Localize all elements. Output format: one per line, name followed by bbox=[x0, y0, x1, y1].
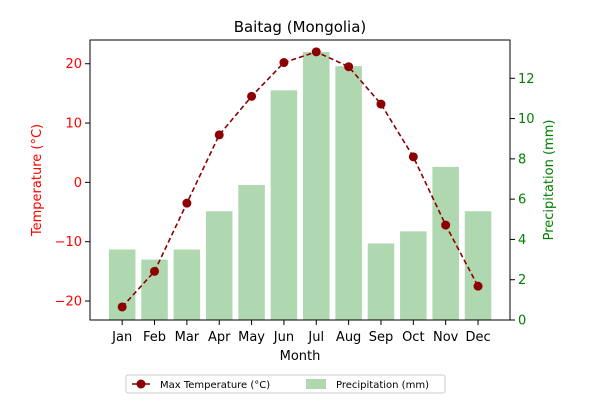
right-tick-label: 8 bbox=[518, 152, 526, 167]
x-tick-label-aug: Aug bbox=[336, 330, 361, 345]
x-tick-label-jan: Jan bbox=[111, 330, 132, 345]
temperature-point-jan bbox=[117, 302, 127, 312]
x-tick-label-dec: Dec bbox=[465, 330, 490, 345]
temperature-point-nov bbox=[441, 220, 451, 230]
right-axis-label: Precipitation (mm) bbox=[542, 120, 557, 241]
temperature-line-layer bbox=[117, 47, 483, 312]
left-tick-label: 0 bbox=[74, 176, 82, 191]
precip-bar-sep bbox=[367, 243, 395, 320]
x-tick-label-oct: Oct bbox=[402, 330, 424, 345]
precip-bar-oct bbox=[400, 231, 427, 320]
x-tick-label-apr: Apr bbox=[208, 330, 231, 345]
precip-bar-jul bbox=[303, 52, 330, 320]
precip-bar-mar bbox=[173, 249, 201, 320]
x-tick-label-feb: Feb bbox=[143, 330, 166, 345]
temperature-point-feb bbox=[150, 266, 160, 276]
legend-bar-label: Precipitation (mm) bbox=[336, 380, 429, 391]
temperature-point-oct bbox=[408, 152, 418, 162]
x-tick-label-may: May bbox=[238, 330, 265, 345]
right-tick-label: 10 bbox=[518, 112, 535, 127]
precip-bars bbox=[108, 52, 492, 321]
x-tick-label-mar: Mar bbox=[175, 330, 200, 345]
temperature-point-dec bbox=[473, 281, 483, 291]
x-tick-label-jun: Jun bbox=[273, 330, 294, 345]
x-tick-label-nov: Nov bbox=[433, 330, 459, 345]
x-axis-label: Month bbox=[280, 349, 321, 364]
x-axis: Jan Feb Mar Apr May Jun Jul Aug Sep Oct Nov Dec bbox=[111, 320, 491, 345]
temperature-point-jul bbox=[311, 47, 321, 57]
temperature-point-sep bbox=[376, 99, 386, 109]
legend-line-marker bbox=[136, 379, 146, 389]
right-axis: 0 2 4 6 8 10 12 bbox=[510, 72, 535, 329]
precip-bar-dec bbox=[464, 211, 492, 320]
right-tick-label: 6 bbox=[518, 193, 526, 208]
plot-frame bbox=[89, 39, 511, 321]
precip-bar-apr bbox=[205, 211, 233, 320]
legend-bar-swatch bbox=[306, 379, 326, 389]
legend-box bbox=[125, 374, 446, 394]
right-tick-label: 4 bbox=[518, 233, 526, 248]
left-tick-label: 20 bbox=[65, 57, 82, 72]
temperature-line bbox=[121, 51, 479, 308]
left-tick-label: 10 bbox=[65, 117, 82, 132]
left-tick-label: −20 bbox=[55, 295, 82, 310]
temperature-point-jun bbox=[279, 58, 289, 68]
right-tick-label: 12 bbox=[518, 72, 535, 87]
temperature-point-mar bbox=[182, 198, 192, 208]
temperature-point-may bbox=[247, 91, 257, 101]
right-tick-label: 2 bbox=[518, 273, 526, 288]
chart-title: Baitag (Mongolia) bbox=[234, 18, 367, 36]
precip-bar-may bbox=[238, 185, 265, 320]
right-tick-label: 0 bbox=[518, 314, 526, 329]
temperature-point-apr bbox=[214, 130, 224, 140]
precip-bar-aug bbox=[335, 66, 362, 321]
temperature-point-aug bbox=[344, 62, 354, 72]
legend-line-label: Max Temperature (°C) bbox=[160, 380, 270, 391]
left-tick-label: −10 bbox=[55, 235, 82, 250]
left-axis: −20 −10 0 10 20 bbox=[55, 57, 90, 310]
x-tick-label-sep: Sep bbox=[369, 330, 394, 345]
legend: Max Temperature (°C) Precipitation (mm) bbox=[125, 374, 446, 394]
precip-bar-jun bbox=[270, 90, 298, 320]
left-axis-label: Temperature (°C) bbox=[30, 124, 45, 237]
x-tick-label-jul: Jul bbox=[307, 330, 324, 345]
precip-bar-nov bbox=[432, 166, 459, 320]
